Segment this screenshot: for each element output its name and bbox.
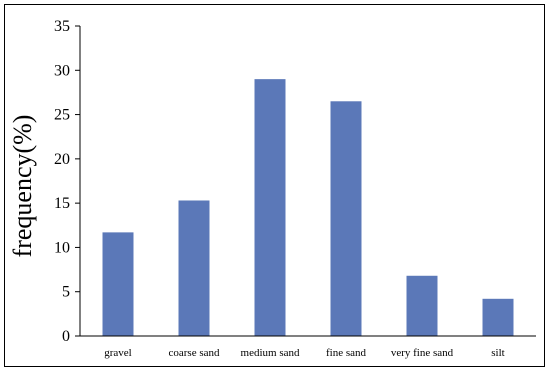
bar-silt: [482, 298, 514, 336]
y-tick-label: 15: [54, 195, 70, 212]
y-tick-label: 30: [54, 62, 70, 79]
x-category-label: medium sand: [241, 347, 300, 359]
y-tick-label: 5: [62, 284, 70, 301]
x-category-label: coarse sand: [168, 347, 220, 359]
bar-medium-sand: [254, 79, 286, 337]
y-tick-label: 0: [62, 328, 70, 345]
y-axis-ticks: 0 5 10 15 20 25 30 35: [54, 18, 80, 345]
x-category-label: fine sand: [326, 347, 367, 359]
x-category-label: very fine sand: [391, 347, 454, 359]
y-tick-label: 25: [54, 107, 70, 124]
x-category-label: gravel: [104, 347, 131, 359]
y-axis-title: frequency(%): [8, 115, 37, 258]
bar-very-fine-sand: [406, 275, 438, 336]
y-tick-label: 35: [54, 18, 70, 35]
x-axis-labels: gravel coarse sand medium sand fine sand ver…: [104, 347, 504, 359]
bar-fine-sand: [330, 101, 362, 337]
x-category-label: silt: [491, 347, 504, 359]
y-tick-label: 10: [54, 239, 70, 256]
bars: [102, 79, 514, 337]
bar-coarse-sand: [178, 200, 210, 336]
bar-gravel: [102, 232, 134, 336]
y-tick-label: 20: [54, 151, 70, 168]
